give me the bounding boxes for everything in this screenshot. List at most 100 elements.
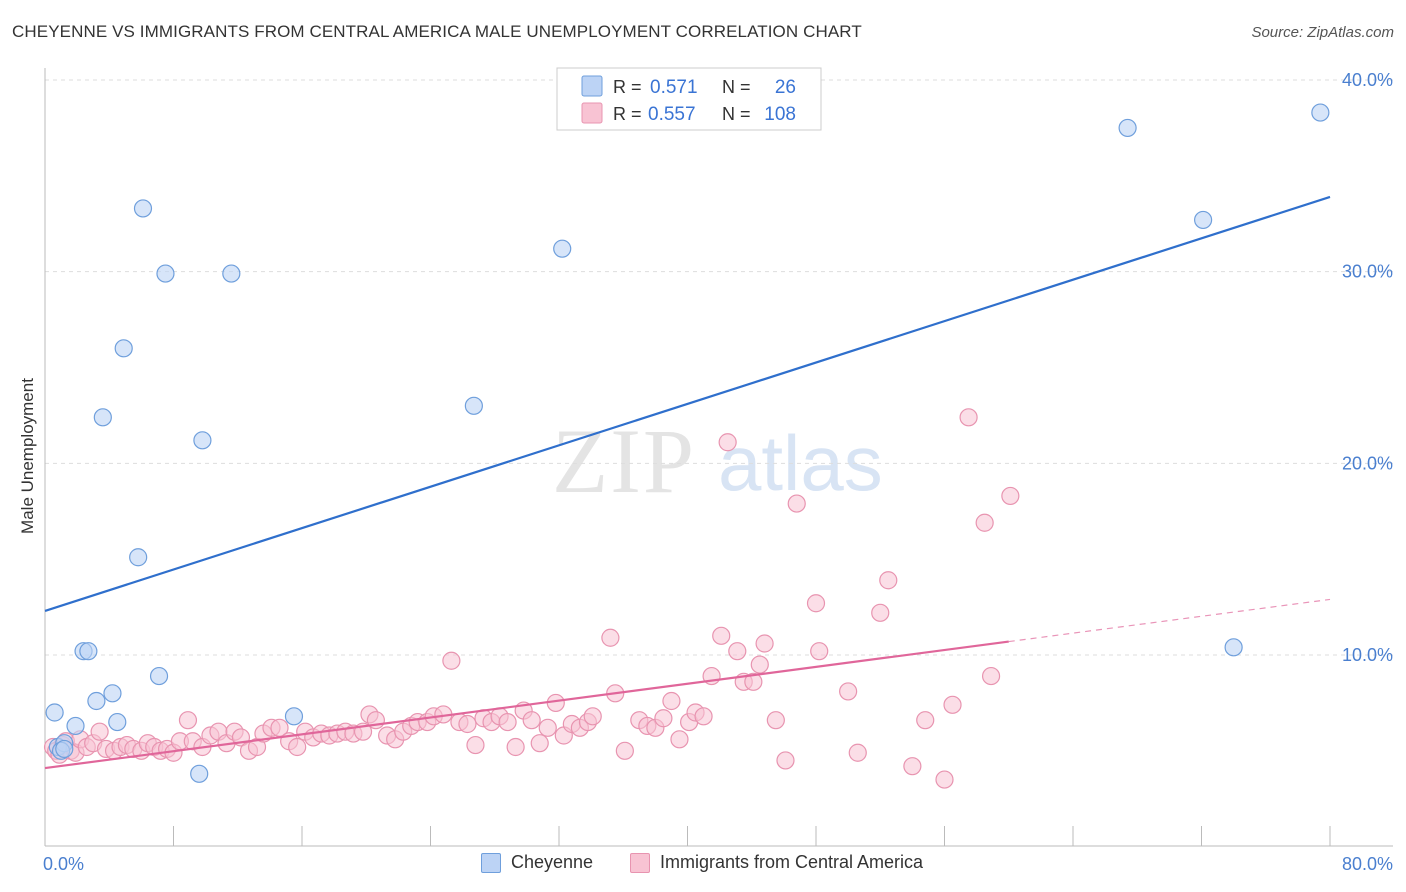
- point-cheyenne-14: [133, 199, 153, 218]
- y-axis-label: Male Unemployment: [18, 378, 37, 534]
- point-immigrants-97: [787, 494, 806, 513]
- y-tick-label-40: 40.0%: [1342, 70, 1393, 90]
- point-immigrants-111: [1001, 486, 1020, 506]
- legend-label-cheyenne: Cheyenne: [511, 852, 594, 872]
- legend-r-label-2: R =: [613, 104, 642, 124]
- y-tick-labels: 10.0% 20.0% 30.0% 40.0%: [1342, 70, 1393, 665]
- point-immigrants-98: [806, 594, 826, 613]
- point-cheyenne-9: [103, 684, 122, 703]
- legend-top: R = 0.571 N = 26 R = 0.557 N = 108: [556, 67, 822, 131]
- source-label: Source: ZipAtlas.com: [1251, 24, 1394, 41]
- point-immigrants-68: [538, 718, 557, 737]
- watermark-zip: ZIP: [552, 410, 696, 512]
- point-cheyenne-18: [193, 431, 212, 450]
- point-cheyenne-15: [149, 666, 169, 686]
- gridlines: [45, 79, 1393, 656]
- legend-swatch-immigrants-bottom: [630, 852, 650, 873]
- x-tick-label-max: 80.0%: [1342, 854, 1393, 874]
- point-cheyenne-25: [1311, 103, 1330, 122]
- point-immigrants-108: [959, 408, 978, 427]
- point-immigrants-95: [766, 711, 785, 730]
- point-cheyenne-19: [222, 264, 241, 283]
- point-immigrants-86: [694, 707, 713, 726]
- point-immigrants-104: [903, 757, 922, 776]
- x-ticks: [44, 826, 1331, 846]
- point-immigrants-102: [871, 603, 890, 622]
- point-immigrants-100: [839, 682, 858, 701]
- point-cheyenne-5: [66, 716, 85, 736]
- trend-line-immigrants: [44, 640, 1009, 770]
- legend-r-value-2: 0.557: [648, 104, 696, 125]
- x-tick-label-min: 0.0%: [43, 854, 84, 874]
- point-immigrants-75: [601, 628, 620, 647]
- trend-line-cheyenne: [44, 195, 1331, 612]
- point-immigrants-105: [916, 711, 935, 730]
- point-cheyenne-16: [156, 264, 175, 283]
- axes: [44, 68, 1393, 847]
- legend-n-label-2: N =: [722, 104, 751, 124]
- y-tick-label-30: 30.0%: [1342, 262, 1393, 282]
- point-immigrants-58: [458, 714, 477, 734]
- point-immigrants-110: [981, 666, 1001, 686]
- point-cheyenne-24: [1194, 210, 1213, 230]
- watermark: ZIP atlas: [552, 410, 883, 512]
- point-immigrants-90: [728, 642, 747, 661]
- point-immigrants-96: [776, 751, 795, 770]
- y-tick-label-10: 10.0%: [1342, 645, 1393, 665]
- point-immigrants-101: [848, 743, 867, 762]
- point-immigrants-59: [466, 735, 485, 755]
- point-immigrants-83: [670, 730, 689, 749]
- point-cheyenne-10: [108, 712, 127, 732]
- point-immigrants-77: [615, 741, 634, 760]
- point-cheyenne-0: [45, 703, 64, 722]
- point-cheyenne-17: [190, 764, 209, 783]
- point-immigrants-89: [718, 433, 737, 452]
- point-immigrants-56: [442, 651, 461, 670]
- legend-n-value-1: 26: [775, 77, 796, 98]
- point-immigrants-37: [288, 737, 307, 757]
- point-immigrants-106: [935, 770, 954, 789]
- point-cheyenne-21: [464, 396, 483, 415]
- point-cheyenne-7: [79, 642, 98, 661]
- legend-swatch-cheyenne: [581, 75, 603, 97]
- point-immigrants-93: [750, 655, 769, 674]
- legend-n-label-1: N =: [722, 77, 751, 97]
- point-immigrants-92: [744, 672, 763, 691]
- point-cheyenne-12: [93, 408, 112, 427]
- point-immigrants-67: [530, 734, 549, 753]
- point-immigrants-94: [755, 634, 774, 653]
- point-cheyenne-20: [284, 707, 304, 726]
- point-immigrants-103: [879, 571, 898, 590]
- point-immigrants-81: [654, 709, 673, 728]
- point-immigrants-107: [943, 695, 962, 714]
- trend-line-immigrants-extension: [1008, 598, 1331, 643]
- series-cheyenne-points: [45, 103, 1330, 783]
- legend-n-value-2: 108: [764, 104, 796, 125]
- point-immigrants-23: [178, 711, 198, 730]
- point-immigrants-88: [712, 626, 731, 645]
- legend-swatch-cheyenne-bottom: [481, 852, 501, 873]
- point-cheyenne-11: [114, 339, 133, 358]
- point-immigrants-74: [583, 707, 602, 726]
- point-cheyenne-22: [553, 239, 572, 258]
- legend-bottom: Cheyenne Immigrants from Central America: [0, 852, 1406, 878]
- point-immigrants-63: [498, 712, 517, 732]
- legend-item-cheyenne[interactable]: Cheyenne: [481, 852, 593, 873]
- point-cheyenne-26: [1224, 638, 1243, 657]
- series-immigrants-points: [43, 408, 1020, 789]
- y-tick-label-20: 20.0%: [1342, 453, 1393, 473]
- point-immigrants-82: [662, 691, 681, 711]
- point-immigrants-99: [810, 642, 829, 661]
- point-cheyenne-4: [55, 739, 74, 759]
- point-cheyenne-13: [129, 548, 148, 567]
- chart-title: CHEYENNE VS IMMIGRANTS FROM CENTRAL AMER…: [12, 22, 862, 41]
- legend-swatch-immigrants: [581, 102, 603, 124]
- trend-lines: [44, 195, 1331, 770]
- legend-item-immigrants[interactable]: Immigrants from Central America: [630, 852, 923, 873]
- point-cheyenne-8: [87, 691, 106, 711]
- legend-r-value-1: 0.571: [650, 77, 698, 98]
- point-immigrants-64: [506, 737, 525, 757]
- point-immigrants-10: [90, 722, 109, 741]
- legend-r-label-1: R =: [613, 77, 642, 97]
